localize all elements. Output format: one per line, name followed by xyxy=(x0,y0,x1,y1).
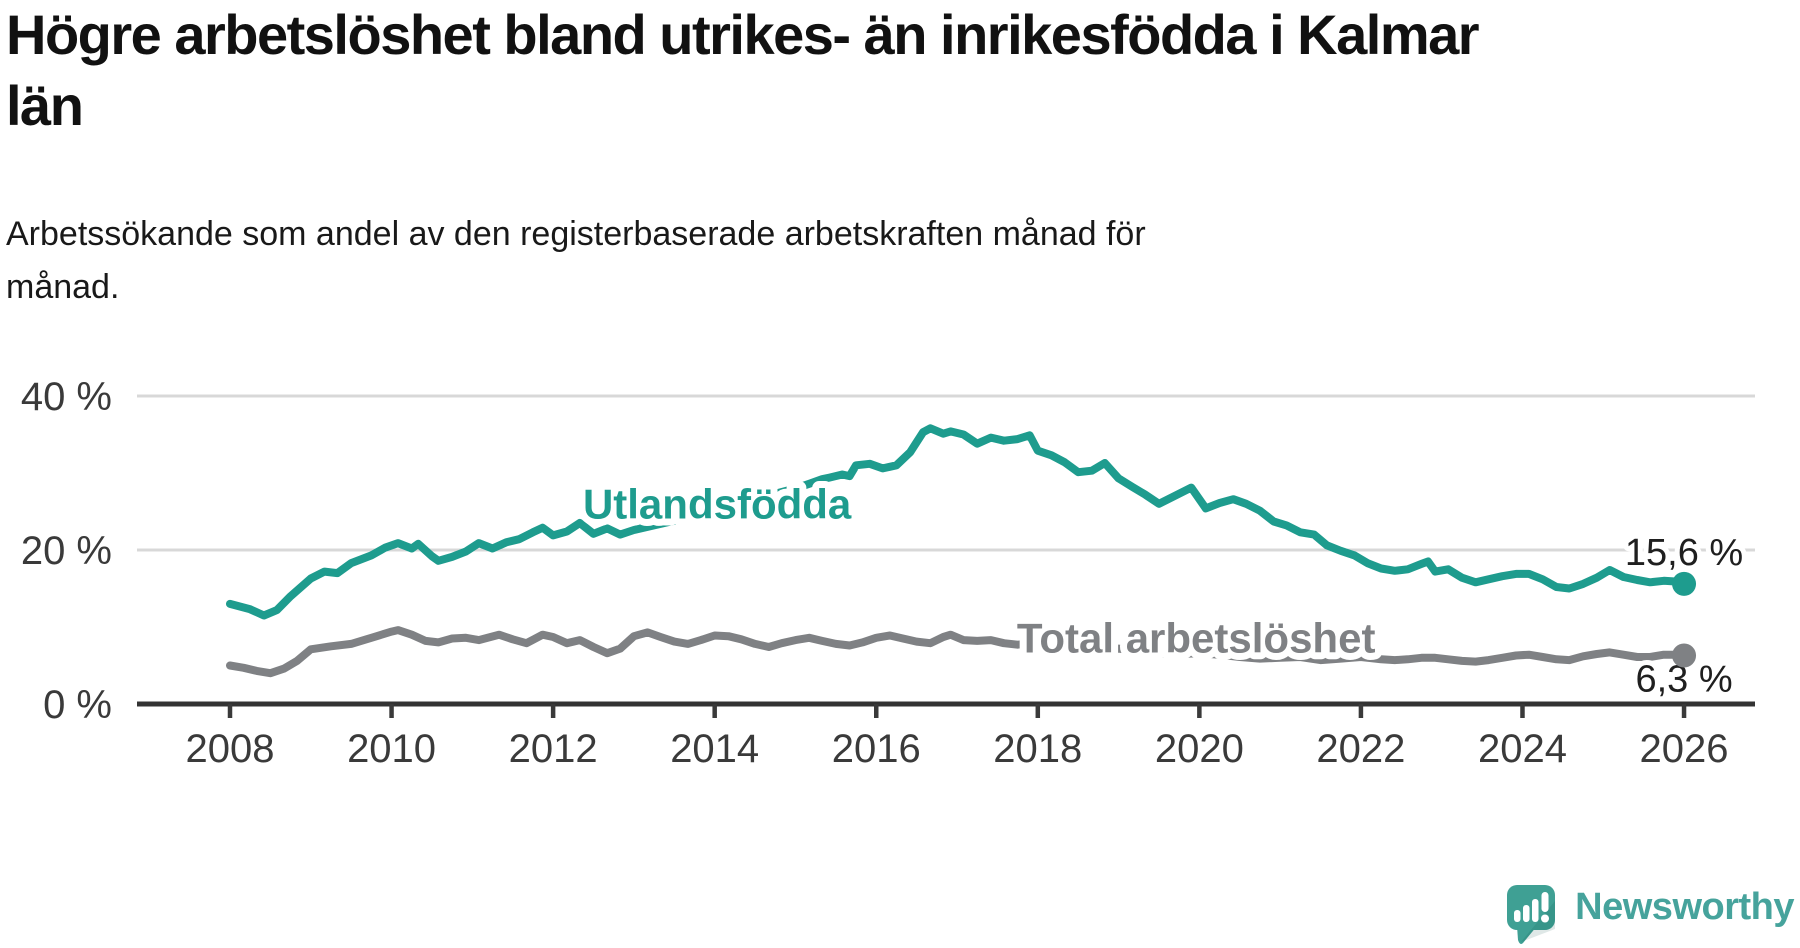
x-axis-tick-label: 2008 xyxy=(186,727,275,771)
end-value-label-utlandsfodda: 15,6 % xyxy=(1625,532,1743,574)
end-value-label-total: 6,3 % xyxy=(1635,658,1732,700)
series-label-utlandsfodda: Utlandsfödda xyxy=(583,481,852,528)
series-line-total xyxy=(226,626,1688,678)
x-axis-tick-label: 2010 xyxy=(347,727,436,771)
x-axis-tick-label: 2022 xyxy=(1316,727,1405,771)
end-dot-total xyxy=(1672,643,1697,668)
x-axis-tick-label: 2014 xyxy=(670,727,759,771)
x-axis-tick-label: 2016 xyxy=(832,727,921,771)
newsworthy-logo-text: Newsworthy xyxy=(1575,886,1794,928)
x-axis-tick-label: 2012 xyxy=(509,727,598,771)
y-axis-tick-label: 40 % xyxy=(21,375,112,419)
page-title: Högre arbetslöshet bland utrikes- än inr… xyxy=(6,3,1480,137)
x-axis-tick-label: 2026 xyxy=(1640,727,1729,771)
series-line-utlandsfodda xyxy=(226,424,1688,620)
newsworthy-speech-bubble-icon xyxy=(1507,885,1556,944)
series-label-total: Total arbetslöshet xyxy=(1017,615,1376,662)
x-axis-tick-label: 2024 xyxy=(1478,727,1567,771)
newsworthy-logo: Newsworthy xyxy=(1506,884,1794,944)
y-axis-tick-label: 0 % xyxy=(43,683,112,727)
page-subtitle: Arbetssökande som andel av den registerb… xyxy=(6,215,1146,306)
end-dot-utlandsfodda xyxy=(1672,571,1697,596)
x-axis-tick-label: 2018 xyxy=(993,727,1082,771)
x-axis-tick-label: 2020 xyxy=(1155,727,1244,771)
y-axis-tick-label: 20 % xyxy=(21,529,112,573)
